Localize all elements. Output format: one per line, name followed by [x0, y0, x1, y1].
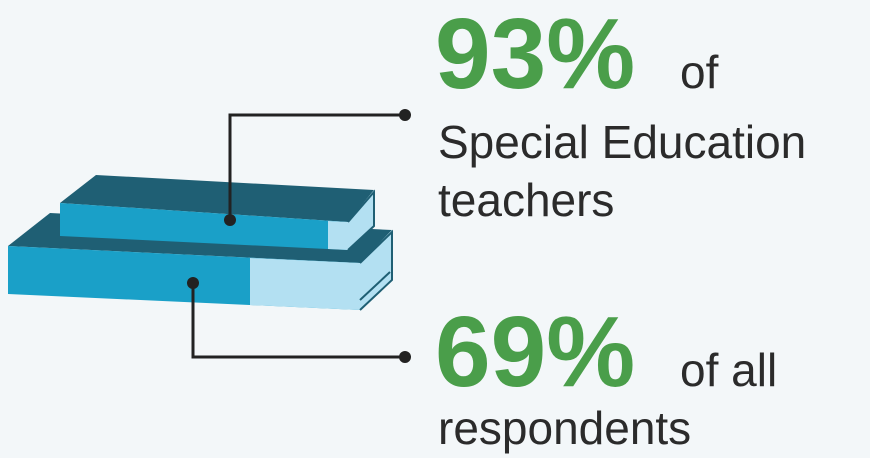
stat-text: Special Education	[438, 116, 806, 168]
stat-text: of	[680, 46, 719, 98]
stat-figure: 93%	[435, 0, 635, 110]
top-book	[60, 175, 375, 251]
stat-figure: 69%	[435, 296, 635, 408]
stat-text: teachers	[438, 174, 614, 226]
connector	[191, 113, 405, 359]
connector-dot	[187, 109, 411, 363]
stat-text: respondents	[438, 402, 691, 454]
stat-text: of all	[680, 344, 777, 396]
